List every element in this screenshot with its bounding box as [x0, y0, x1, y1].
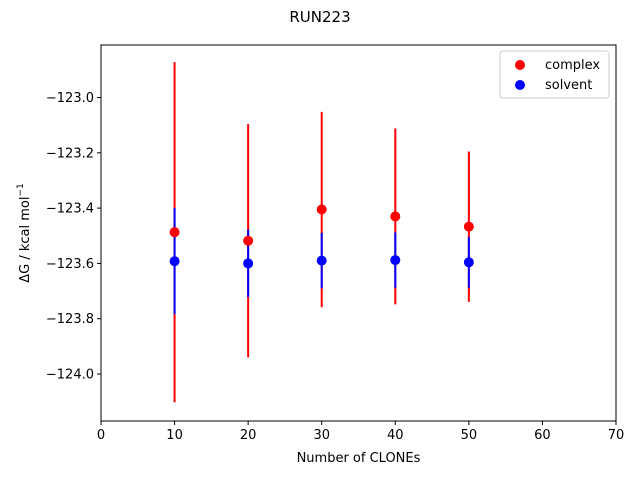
y-axis-label-superscript: −1 — [16, 183, 26, 196]
y-tick-label: −124.0 — [46, 368, 94, 383]
y-tick-label: −123.8 — [46, 312, 94, 327]
solvent-point — [316, 255, 327, 266]
y-axis-label: ΔG / kcal mol−1 — [16, 183, 33, 283]
x-tick-label: 60 — [534, 428, 551, 443]
legend-marker-complex — [515, 60, 525, 70]
complex-point — [390, 211, 401, 222]
x-tick-label: 30 — [313, 428, 330, 443]
x-axis-label: Number of CLONEs — [297, 451, 421, 466]
x-tick-label: 40 — [387, 428, 404, 443]
legend-label-complex: complex — [545, 58, 600, 73]
solvent-point — [169, 256, 180, 267]
x-tick-label: 0 — [97, 428, 105, 443]
x-tick-label: 10 — [166, 428, 183, 443]
y-axis: −124.0 −123.8 −123.6 −123.4 −123.2 −123.0 — [46, 91, 101, 383]
legend: complex solvent — [499, 50, 610, 99]
chart-title: RUN223 — [289, 8, 350, 26]
solvent-point — [243, 258, 254, 269]
plot-area — [169, 62, 474, 403]
y-tick-label: −123.6 — [46, 257, 94, 272]
x-tick-label: 70 — [608, 428, 625, 443]
complex-point — [463, 221, 474, 232]
complex-point — [243, 235, 254, 246]
solvent-point — [463, 257, 474, 268]
x-tick-label: 20 — [240, 428, 257, 443]
solvent-point — [390, 255, 401, 266]
x-axis: 0 10 20 30 40 50 60 70 — [97, 421, 624, 443]
y-axis-label-main: ΔG / kcal mol — [18, 197, 33, 283]
y-tick-label: −123.4 — [46, 202, 94, 217]
y-tick-label: −123.2 — [46, 146, 94, 161]
axes-frame — [100, 44, 617, 422]
complex-point — [169, 227, 180, 238]
legend-box — [499, 50, 610, 99]
y-tick-label: −123.0 — [46, 91, 94, 106]
legend-marker-solvent — [515, 80, 525, 90]
x-tick-label: 50 — [461, 428, 478, 443]
legend-label-solvent: solvent — [545, 78, 592, 93]
complex-point — [316, 204, 327, 215]
